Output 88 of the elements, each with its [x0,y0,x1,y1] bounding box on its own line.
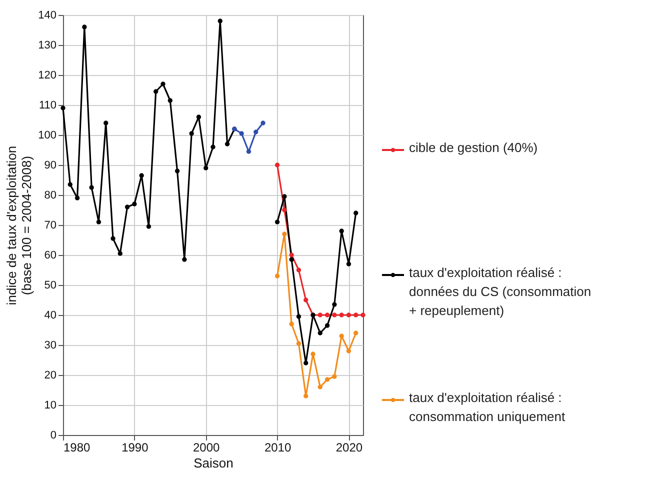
legend-label: taux d'exploitation réalisé : consommation uniquement [409,390,566,424]
point [296,314,302,319]
point [118,251,122,256]
y-tick-label: 0 [50,430,56,442]
point [289,257,294,262]
point [310,352,316,356]
point [89,185,94,190]
point [139,173,144,178]
y-tick-label: 40 [44,310,56,322]
point [124,204,130,210]
y-axis-title: indice de taux d'exploitation (base 100 = 2004-2008) [4,146,34,306]
point [218,18,222,24]
point [346,312,352,318]
x-tick-label: 2000 [193,440,220,454]
point [68,182,72,187]
point [274,274,280,278]
point [82,24,87,30]
point [204,166,208,170]
point [354,330,358,336]
point [318,384,322,390]
point [189,131,194,136]
point [304,394,308,398]
point [74,196,80,200]
point [339,334,344,338]
y-tick-label: 120 [38,70,56,82]
point [289,322,294,326]
y-tick-label: 20 [44,370,56,382]
point [296,268,302,272]
y-tick-label: 90 [44,160,56,172]
point [324,323,330,328]
point [239,131,244,136]
point [332,374,337,379]
point [318,330,322,336]
point [274,162,280,168]
point [96,220,102,224]
y-tick-label: 70 [44,220,56,232]
y-tick-label: 60 [44,250,56,262]
point [304,298,308,302]
point [318,312,322,318]
point [282,232,287,236]
x-tick-label: 1990 [122,440,149,454]
legend-label: cible de gestion (40%) [409,140,538,155]
point [260,120,266,126]
point [354,210,358,216]
point [154,89,158,94]
x-tick-label: 1980 [64,440,91,454]
point [110,236,116,241]
y-tick-label: 130 [38,40,56,52]
point [132,202,137,206]
point [174,168,180,174]
legend-label: taux d'exploitation réalisé : données du CS (consommation + repeuplement) [409,265,592,318]
point [324,377,330,382]
x-tick-label: 2020 [336,440,363,454]
point [332,312,337,318]
y-tick-label: 10 [44,400,56,412]
point [182,257,187,262]
point [210,144,216,150]
point [289,252,294,258]
point [146,224,152,229]
point [339,312,344,318]
point [282,194,287,199]
point [104,120,108,126]
y-tick-label: 80 [44,190,56,202]
y-tick-label: 110 [38,100,56,112]
point [246,149,252,154]
y-tick-label: 140 [38,10,56,22]
point [296,341,302,346]
y-tick-label: 30 [44,340,56,352]
x-tick-label: 2010 [264,440,292,454]
y-tick-label: 50 [44,280,56,292]
point [304,360,308,366]
x-axis-title: Saison [194,456,234,470]
y-tick-label: 100 [38,130,56,142]
point [168,98,172,103]
point [324,312,330,318]
point [196,114,202,120]
point [60,106,66,110]
point [339,228,344,234]
point [332,302,337,307]
point [360,312,366,318]
point [346,262,352,266]
point [224,142,230,146]
point [354,312,358,318]
point [254,130,258,134]
point [274,220,280,224]
point [346,348,352,354]
point [282,208,287,212]
point [160,82,166,86]
